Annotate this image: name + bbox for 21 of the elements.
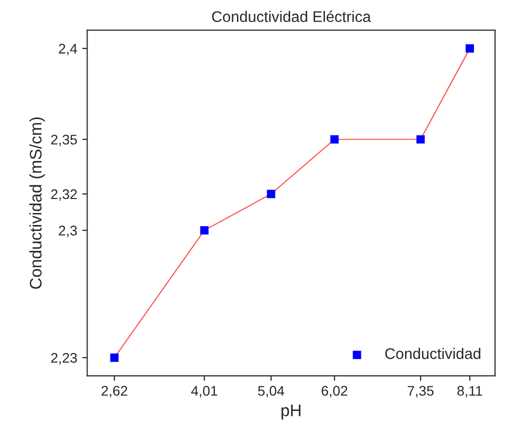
x-tick-label: 2,62 (102, 386, 128, 398)
point (200, 226, 209, 234)
x-tick-label: 5,04 (258, 386, 284, 398)
y-tick-label: 2,35 (51, 134, 77, 146)
x-tick-label: 6,02 (322, 386, 348, 398)
y-tick-label: 2,32 (51, 189, 77, 201)
point (330, 135, 339, 144)
x-tick-label: 4,01 (191, 386, 218, 398)
point (266, 190, 276, 198)
point (110, 353, 119, 362)
x-axis-title: pH (282, 404, 300, 420)
point (466, 44, 474, 53)
y-tick-label: 2,23 (51, 352, 77, 364)
y-axis-title: Conductividad (mS/cm) (29, 117, 45, 289)
x-tick-label: 8,11 (457, 386, 482, 398)
x-tick-label: 7,35 (408, 386, 434, 398)
legend-label: Conductividad (385, 348, 480, 360)
y-tick-label: 2,3 (58, 226, 77, 238)
point (416, 135, 425, 144)
chart-title: Conductividad Eléctrica (212, 10, 371, 22)
y-tick-label: 2,4 (58, 44, 78, 56)
